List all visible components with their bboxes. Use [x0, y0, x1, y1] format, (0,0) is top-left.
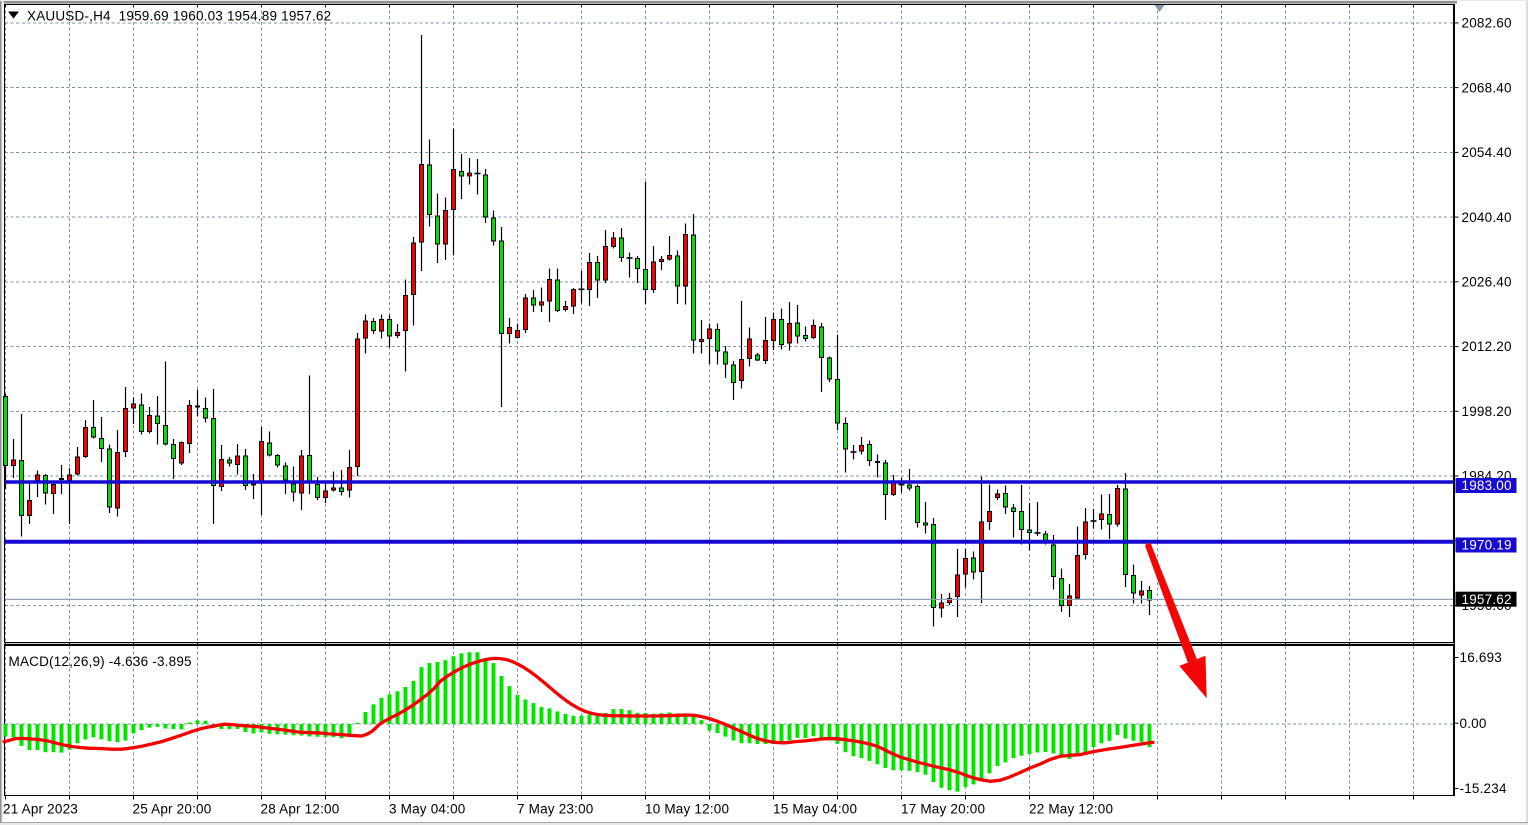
svg-text:3 May 04:00: 3 May 04:00 — [389, 802, 466, 817]
svg-text:XAUUSD-,H4 1959.69 1960.03 19: XAUUSD-,H4 1959.69 1960.03 1954.89 1957.… — [27, 9, 331, 24]
svg-text:MACD(12,26,9) -4.636 -3.895: MACD(12,26,9) -4.636 -3.895 — [9, 654, 192, 669]
svg-text:2012.20: 2012.20 — [1462, 339, 1512, 354]
svg-text:-15.234: -15.234 — [1460, 781, 1507, 796]
svg-text:2082.60: 2082.60 — [1462, 16, 1512, 31]
svg-text:2068.40: 2068.40 — [1462, 80, 1512, 95]
svg-text:1983.00: 1983.00 — [1462, 478, 1512, 493]
svg-text:1998.20: 1998.20 — [1462, 404, 1512, 419]
svg-text:2040.40: 2040.40 — [1462, 210, 1512, 225]
svg-text:2054.40: 2054.40 — [1462, 145, 1512, 160]
svg-text:0.00: 0.00 — [1460, 716, 1487, 731]
svg-text:28 Apr 12:00: 28 Apr 12:00 — [261, 802, 340, 817]
svg-text:21 Apr 2023: 21 Apr 2023 — [3, 802, 78, 817]
svg-text:16.693: 16.693 — [1460, 650, 1503, 665]
svg-text:17 May 20:00: 17 May 20:00 — [901, 802, 985, 817]
svg-text:1970.19: 1970.19 — [1462, 538, 1512, 553]
svg-text:7 May 23:00: 7 May 23:00 — [517, 802, 594, 817]
svg-text:10 May 12:00: 10 May 12:00 — [645, 802, 729, 817]
svg-text:2026.40: 2026.40 — [1462, 275, 1512, 290]
svg-text:1957.62: 1957.62 — [1462, 592, 1512, 607]
svg-text:25 Apr 20:00: 25 Apr 20:00 — [133, 802, 212, 817]
svg-text:15 May 04:00: 15 May 04:00 — [773, 802, 857, 817]
svg-text:22 May 12:00: 22 May 12:00 — [1029, 802, 1113, 817]
